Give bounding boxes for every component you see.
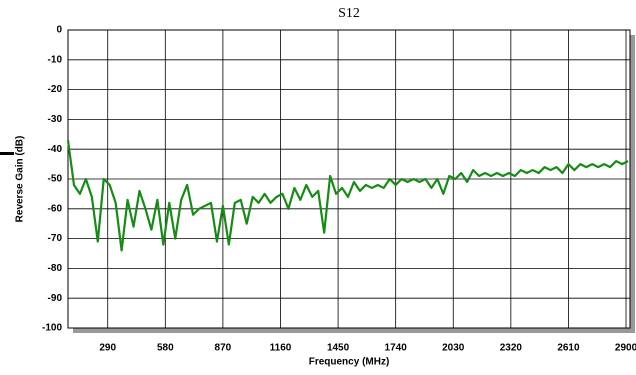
y-tick-label: -90 <box>48 293 63 304</box>
y-tick-label: -70 <box>48 233 63 244</box>
y-tick-label: -40 <box>48 144 63 155</box>
y-tick-label: -30 <box>48 114 63 125</box>
x-tick-label: 290 <box>99 343 116 354</box>
chart-title: S12 <box>338 6 360 21</box>
x-tick-label: 580 <box>157 343 174 354</box>
data-line <box>66 140 629 252</box>
edge-mark <box>0 152 14 155</box>
x-tick-label: 2320 <box>500 343 523 354</box>
y-tick-label: -50 <box>48 174 63 185</box>
x-tick-label: 1740 <box>385 343 408 354</box>
x-tick-label: 2030 <box>442 343 465 354</box>
x-tick-label: 870 <box>215 343 232 354</box>
y-axis-label: Reverse Gain (dB) <box>15 136 26 223</box>
x-tick-label: 1160 <box>270 343 292 354</box>
x-tick-label: 2610 <box>557 343 580 354</box>
y-tick-label: -100 <box>42 323 62 334</box>
y-tick-label: -10 <box>48 54 63 65</box>
y-tick-label: -80 <box>48 263 63 274</box>
y-tick-label: -20 <box>48 84 63 95</box>
y-tick-label: -60 <box>48 203 63 214</box>
x-tick-label: 2900 <box>615 343 636 354</box>
x-tick-label: 1450 <box>327 343 350 354</box>
x-axis-label: Frequency (MHz) <box>309 357 390 368</box>
y-tick-label: 0 <box>56 25 62 36</box>
